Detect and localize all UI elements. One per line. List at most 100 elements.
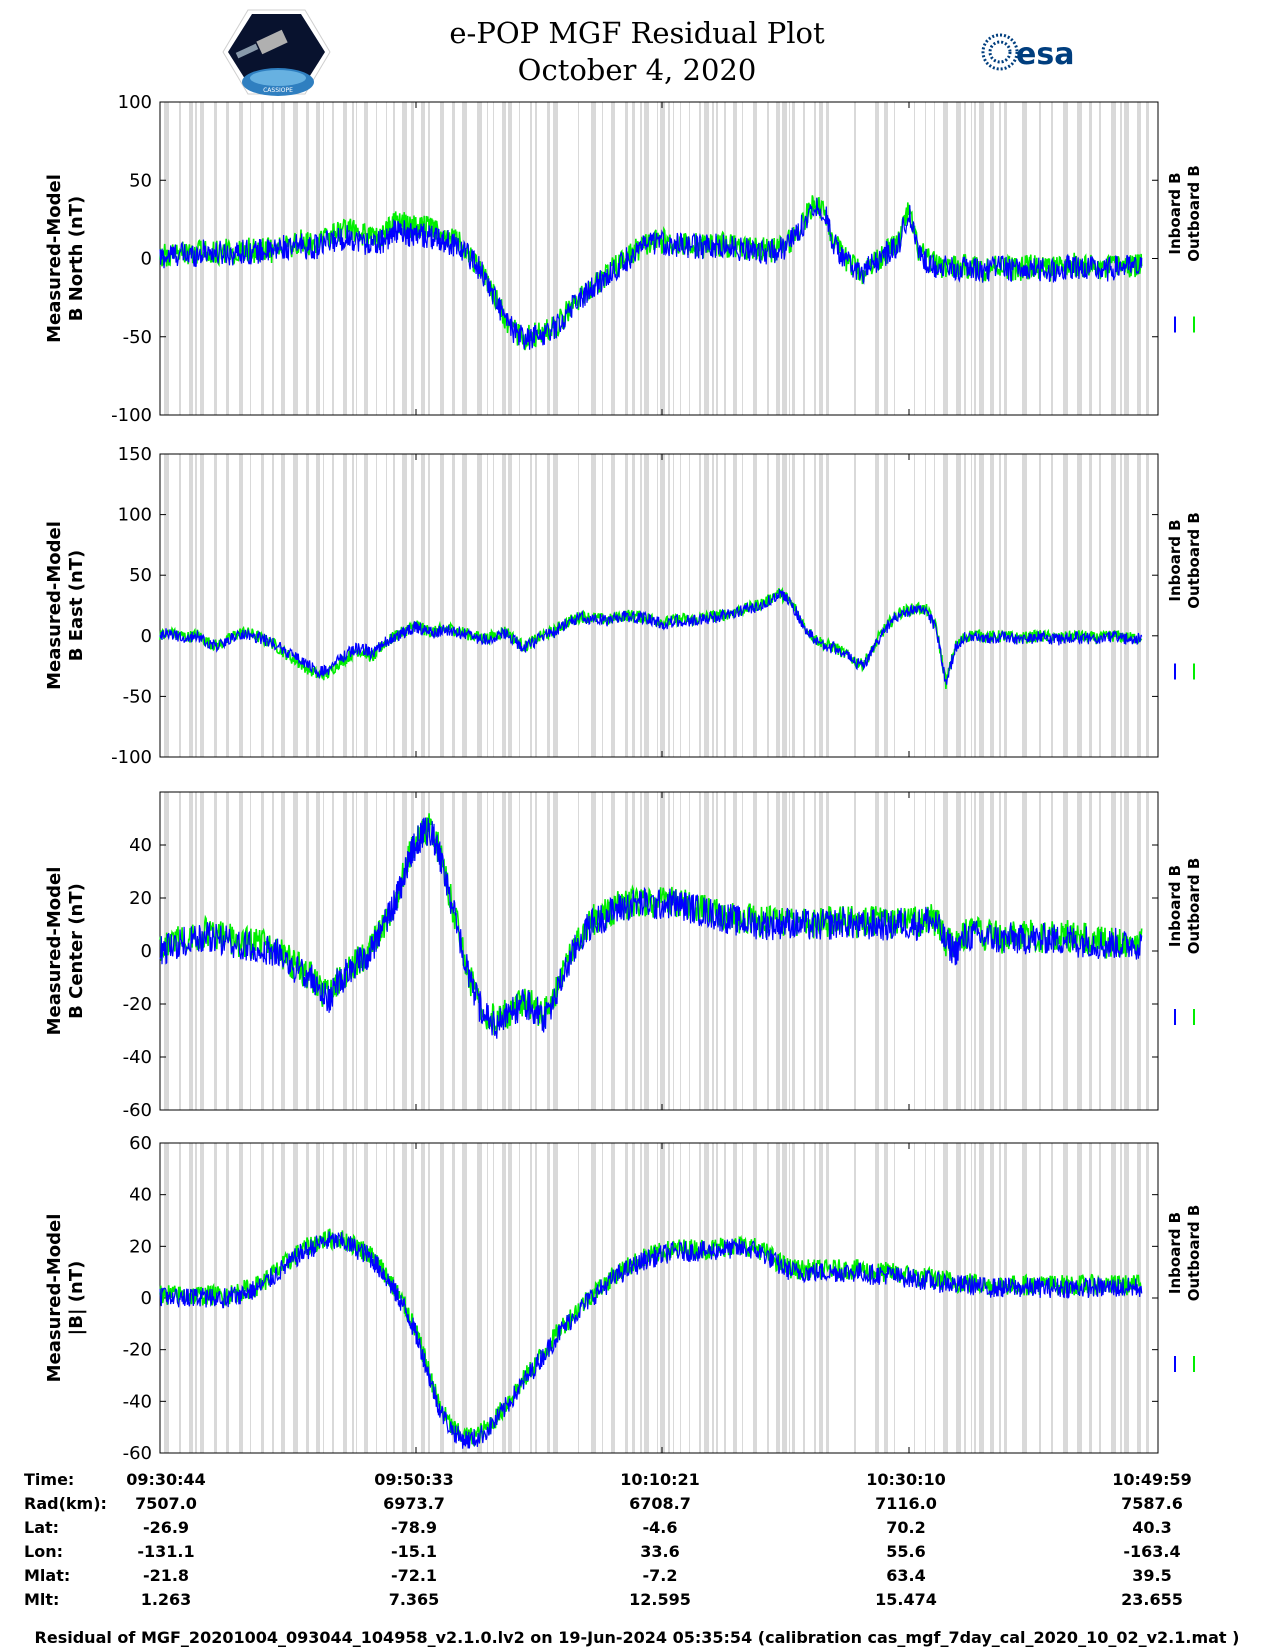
legend-inboard-label: Inboard B	[1166, 172, 1184, 254]
gap-stripe	[452, 1143, 455, 1453]
gap-stripe	[724, 792, 726, 1110]
gap-stripe	[680, 792, 681, 1110]
gap-stripe	[386, 454, 387, 757]
y-tick-label: 50	[129, 565, 152, 586]
gap-stripe	[640, 454, 642, 757]
gap-stripe	[1099, 1143, 1101, 1453]
plot-frame	[159, 1142, 1159, 1454]
gap-stripe	[673, 454, 674, 757]
gap-stripe	[964, 792, 966, 1110]
ephemeris-cell: 10:10:21	[620, 1470, 700, 1489]
gap-stripe	[660, 454, 665, 757]
gap-stripe	[625, 792, 628, 1110]
gap-stripe	[819, 792, 823, 1110]
gap-stripe	[792, 1143, 795, 1453]
gap-stripe	[826, 792, 829, 1110]
gap-stripe	[792, 792, 795, 1110]
gap-stripe	[819, 454, 823, 757]
gap-stripe	[530, 102, 532, 415]
gap-stripe	[214, 454, 217, 757]
gap-stripe	[704, 792, 709, 1110]
gap-stripe	[611, 454, 615, 757]
legend: Inboard B Outboard B	[1166, 1205, 1203, 1372]
gap-stripe	[411, 1143, 414, 1453]
gap-stripe	[1004, 1143, 1007, 1453]
gap-stripe	[530, 792, 532, 1110]
gap-stripe	[657, 102, 658, 415]
gap-stripe	[979, 102, 984, 415]
gap-stripe	[971, 454, 972, 757]
gap-stripe	[428, 1143, 430, 1453]
gap-stripe	[393, 792, 395, 1110]
plot-frame	[159, 791, 1159, 1111]
gap-stripe	[402, 102, 407, 415]
gap-stripe	[376, 102, 377, 415]
gap-stripe	[508, 1143, 512, 1453]
gap-stripe	[323, 792, 324, 1110]
gap-stripe	[323, 102, 324, 415]
gap-stripe	[640, 1143, 642, 1453]
gap-stripe	[356, 102, 357, 415]
gap-stripe	[386, 102, 387, 415]
gap-stripe	[602, 1143, 603, 1453]
gap-stripe	[428, 792, 430, 1110]
series-inboard	[159, 1231, 1143, 1449]
gap-stripe	[990, 792, 994, 1110]
gap-stripe	[440, 102, 444, 415]
gap-stripe	[819, 1143, 823, 1453]
gap-shading	[164, 454, 1149, 757]
y-tick-label: -40	[123, 1047, 152, 1068]
gap-stripe	[826, 454, 829, 757]
gap-stripe	[803, 102, 805, 415]
y-axis-label-line1: Measured-Model	[44, 174, 65, 343]
gap-stripe	[640, 792, 642, 1110]
gap-stripe	[1146, 1143, 1149, 1453]
gap-stripe	[1137, 454, 1141, 757]
gap-stripe	[293, 792, 298, 1110]
gap-stripe	[553, 454, 558, 757]
gap-stripe	[1099, 454, 1101, 757]
gap-stripe	[644, 102, 649, 415]
gap-stripe	[753, 1143, 757, 1453]
gap-stripe	[452, 454, 455, 757]
ephemeris-cell: 7116.0	[875, 1494, 937, 1513]
gap-stripe	[712, 792, 714, 1110]
gap-stripe	[293, 102, 298, 415]
gap-stripe	[814, 792, 816, 1110]
y-tick-label: -60	[123, 1443, 152, 1464]
gap-stripe	[699, 792, 701, 1110]
gap-stripe	[644, 454, 649, 757]
gap-stripe	[742, 102, 743, 415]
gap-stripe	[272, 1143, 274, 1453]
ephemeris-row-label: Lon:	[24, 1542, 63, 1561]
gap-stripe	[716, 1143, 718, 1453]
panel-3: -60 -40 -20 0 20 40 Measured-Model B Center (nT…	[44, 791, 1203, 1121]
gap-stripe	[668, 792, 670, 1110]
gap-stripe	[535, 1143, 537, 1453]
gap-stripe	[925, 1143, 926, 1453]
gap-stripe	[306, 1143, 309, 1453]
panel-2: -100 -50 0 50 100 150 Measured-Model B East (nT…	[44, 444, 1203, 768]
gap-stripe	[894, 102, 895, 415]
gap-stripe	[956, 1143, 961, 1453]
cassiope-logo-caption: CASSIOPE	[263, 87, 293, 94]
y-tick-label: 0	[141, 249, 152, 270]
gap-stripe	[625, 1143, 628, 1453]
gap-stripe	[1063, 1143, 1068, 1453]
gap-stripe	[239, 454, 243, 757]
gap-stripe	[195, 454, 197, 757]
gap-stripe	[680, 1143, 681, 1453]
gap-stripe	[316, 792, 320, 1110]
ephemeris-cell: 12.595	[629, 1590, 691, 1609]
gap-stripe	[1039, 1143, 1041, 1453]
gap-stripe	[578, 1143, 579, 1453]
gap-stripe	[680, 454, 681, 757]
gap-stripe	[364, 102, 368, 415]
gap-stripe	[1051, 1143, 1053, 1453]
legend-outboard-label: Outboard B	[1185, 858, 1203, 955]
gap-stripe	[421, 792, 425, 1110]
ephemeris-row-label: Lat:	[24, 1518, 59, 1537]
gap-stripe	[352, 102, 354, 415]
y-tick-label: 40	[129, 1185, 152, 1206]
gap-stripe	[934, 792, 935, 1110]
